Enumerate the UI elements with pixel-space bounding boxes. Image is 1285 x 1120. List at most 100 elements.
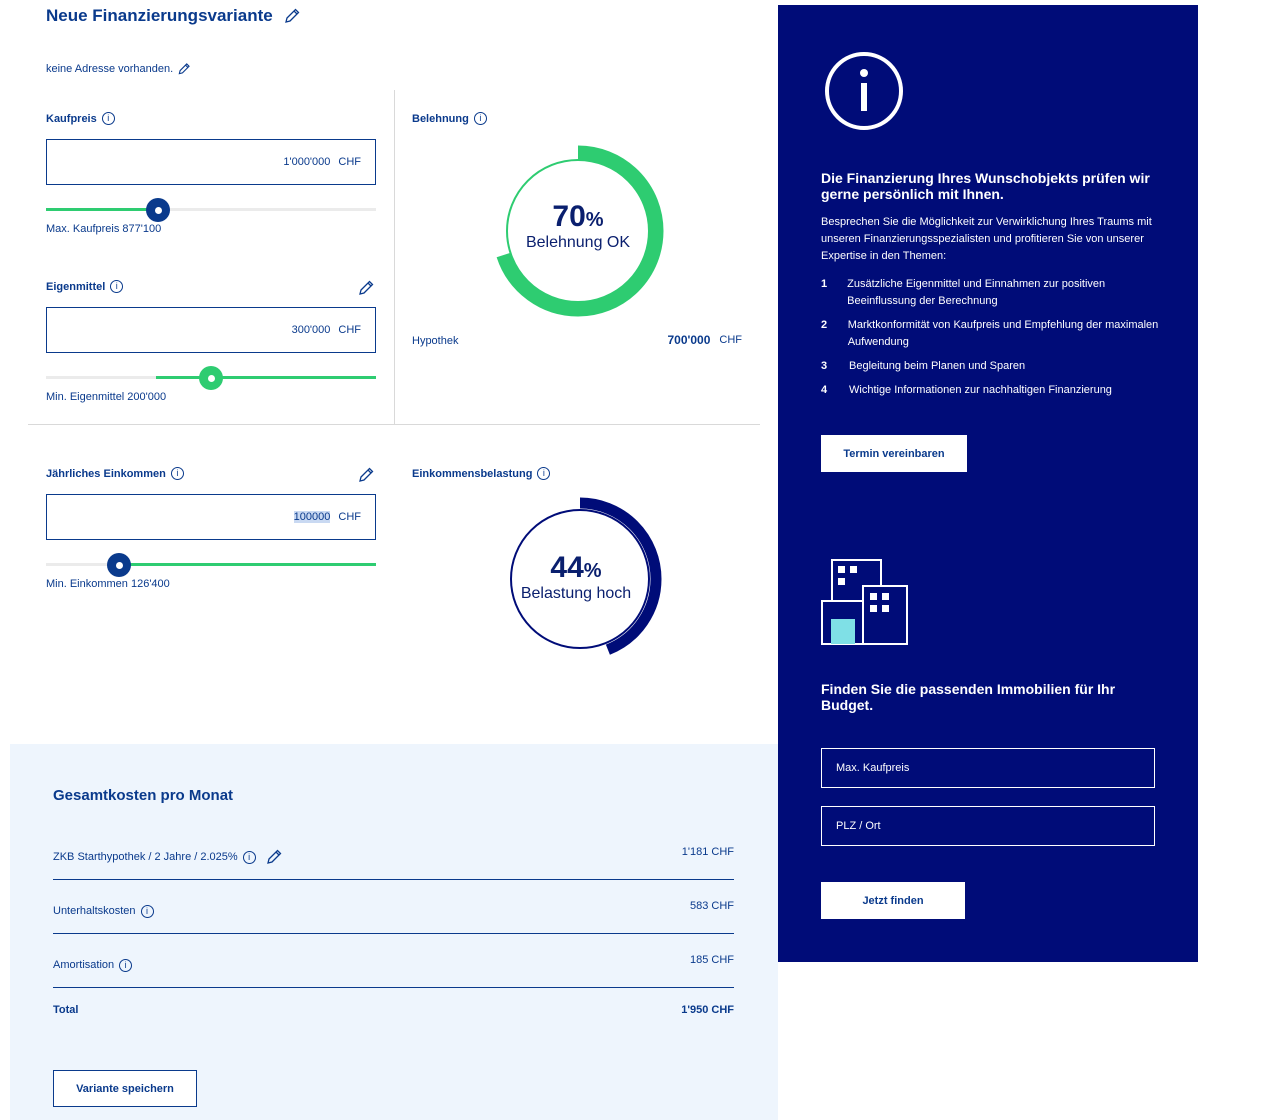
hypothek-info-icon[interactable]: i: [242, 850, 256, 864]
cost-row-hypothek-label: ZKB Starthypothek / 2 Jahre / 2.025%: [53, 851, 238, 863]
panel-topic-text: Begleitung beim Planen und Sparen: [849, 360, 1026, 372]
cost-total-label: Total: [53, 1004, 79, 1016]
advice-panel: [778, 5, 1198, 962]
cost-row-hypothek-value: 1'181 CHF: [681, 846, 734, 858]
address-line: keine Adresse vorhanden.: [46, 62, 191, 76]
belastung-gauge: [498, 497, 662, 661]
hypothek-amount: 700'000 CHF: [600, 333, 742, 347]
amortisation-info-icon[interactable]: i: [119, 958, 133, 972]
cost-divider: [53, 933, 734, 934]
hypothek-currency: CHF: [719, 334, 742, 346]
kaufpreis-slider[interactable]: [46, 198, 376, 222]
einkommen-slider[interactable]: [46, 553, 376, 577]
belehnung-gauge-arc: [492, 145, 664, 317]
kaufpreis-info-icon[interactable]: i: [101, 112, 115, 125]
cost-total-value: 1'950 CHF: [681, 1004, 734, 1016]
panel-topic-item: 4 Wichtige Informationen zur nachhaltigen…: [821, 382, 1161, 399]
cost-row-amortisation-value: 185 CHF: [689, 954, 734, 966]
einkommen-currency: CHF: [338, 511, 361, 523]
kaufpreis-hint: Max. Kaufpreis 877'100: [46, 223, 162, 235]
kaufpreis-value: 1'000'000: [283, 156, 331, 168]
belehnung-status: Belehnung OK: [525, 234, 631, 251]
edit-title-pencil-icon[interactable]: [283, 7, 301, 25]
kaufpreis-label-text: Kaufpreis: [46, 112, 97, 125]
save-variant-button[interactable]: Variante speichern: [53, 1070, 197, 1107]
eigenmittel-slider-fill: [156, 376, 376, 379]
horizontal-divider: [28, 424, 760, 425]
eigenmittel-slider[interactable]: [46, 366, 376, 390]
eigenmittel-info-icon[interactable]: i: [110, 280, 124, 293]
belastung-info-icon[interactable]: i: [537, 467, 551, 480]
appointment-button[interactable]: Termin vereinbaren: [821, 435, 967, 472]
kaufpreis-label: Kaufpreis i: [46, 112, 115, 125]
panel-intro: Besprechen Sie die Möglichkeit zur Verwi…: [821, 216, 1152, 262]
buildings-icon: [821, 559, 908, 645]
eigenmittel-slider-handle[interactable]: [199, 366, 223, 390]
cost-row-hypothek: ZKB Starthypothek / 2 Jahre / 2.025% i 1…: [53, 842, 734, 864]
search-heading: Finden Sie die passenden Immobilien für …: [821, 681, 1116, 713]
panel-topic-list: 1 Zusätzliche Eigenmittel und Einnahmen z…: [821, 276, 1161, 406]
cost-row-hypothek-label-wrap: ZKB Starthypothek / 2 Jahre / 2.025% i: [53, 848, 283, 866]
einkommen-hint: Min. Einkommen 126'400: [46, 578, 170, 590]
panel-topic-item: 2 Marktkonformität von Kaufpreis und Empf…: [821, 317, 1161, 351]
panel-topic-item: 1 Zusätzliche Eigenmittel und Einnahmen z…: [821, 276, 1161, 310]
einkommen-edit-pencil-icon[interactable]: [357, 466, 375, 484]
cost-row-unterhalt-label-wrap: Unterhaltskosten i: [53, 904, 154, 918]
panel-topic-item: 3 Begleitung beim Planen und Sparen: [821, 358, 1161, 375]
belehnung-gauge: [492, 145, 664, 317]
belehnung-label-text: Belehnung: [412, 112, 469, 125]
cost-row-unterhalt-label: Unterhaltskosten: [53, 905, 136, 917]
belehnung-info-icon[interactable]: i: [473, 112, 487, 125]
eigenmittel-currency: CHF: [338, 324, 361, 336]
einkommen-value: 100000: [293, 511, 331, 523]
einkommen-label-text: Jährliches Einkommen: [46, 467, 166, 480]
belehnung-percent: 70%: [490, 200, 666, 234]
belastung-gauge-text: 44% Belastung hoch: [498, 551, 654, 603]
find-button[interactable]: Jetzt finden: [821, 882, 965, 919]
eigenmittel-edit-pencil-icon[interactable]: [357, 279, 375, 297]
einkommen-slider-handle[interactable]: [107, 553, 131, 577]
cost-section: [10, 744, 778, 1120]
max-price-input[interactable]: Max. Kaufpreis: [821, 748, 1155, 788]
eigenmittel-label-text: Eigenmittel: [46, 280, 106, 293]
belehnung-percent-sign: %: [585, 209, 604, 231]
panel-heading: Die Finanzierung Ihres Wunschobjekts prü…: [821, 170, 1150, 202]
belastung-label: Einkommensbelastung i: [412, 467, 551, 480]
einkommen-input[interactable]: 100000 CHF: [46, 494, 376, 540]
eigenmittel-label: Eigenmittel i: [46, 280, 124, 293]
eigenmittel-value: 300'000: [291, 324, 331, 336]
panel-topic-num: 1: [821, 278, 828, 290]
eigenmittel-input[interactable]: 300'000 CHF: [46, 307, 376, 353]
hypothek-edit-pencil-icon[interactable]: [265, 848, 283, 866]
info-circle-icon: [825, 52, 903, 130]
belastung-label-text: Einkommensbelastung: [412, 467, 533, 480]
cost-divider: [53, 879, 734, 880]
kaufpreis-input[interactable]: 1'000'000 CHF: [46, 139, 376, 185]
cost-row-amortisation-label: Amortisation: [53, 959, 115, 971]
belastung-gauge-arc: [498, 497, 662, 661]
kaufpreis-slider-handle[interactable]: [146, 198, 170, 222]
cost-row-unterhalt: Unterhaltskosten i 583 CHF: [53, 896, 734, 918]
belastung-percent-value: 44: [550, 551, 584, 584]
belehnung-percent-value: 70: [552, 200, 586, 233]
belehnung-gauge-text: 70% Belehnung OK: [490, 200, 666, 252]
einkommen-slider-fill: [119, 563, 376, 566]
panel-topic-num: 3: [821, 360, 828, 372]
page-title-text: Neue Finanzierungsvariante: [46, 6, 273, 25]
unterhalt-info-icon[interactable]: i: [140, 904, 154, 918]
belastung-gauge-ring: [510, 509, 650, 649]
hypothek-label: Hypothek: [412, 335, 459, 347]
cost-title: Gesamtkosten pro Monat: [53, 787, 234, 804]
page-title: Neue Finanzierungsvariante: [46, 6, 301, 26]
kaufpreis-slider-fill: [46, 208, 158, 211]
panel-topic-num: 2: [821, 319, 828, 331]
cost-row-total: Total 1'950 CHF: [53, 1002, 734, 1018]
panel-topic-text: Wichtige Informationen zur nachhaltigen …: [849, 384, 1112, 396]
edit-address-pencil-icon[interactable]: [177, 62, 191, 76]
panel-topic-text: Marktkonformität von Kaufpreis und Empfe…: [847, 319, 1159, 348]
cost-row-amortisation-label-wrap: Amortisation i: [53, 958, 133, 972]
belehnung-label: Belehnung i: [412, 112, 487, 125]
location-input[interactable]: PLZ / Ort: [821, 806, 1155, 846]
einkommen-info-icon[interactable]: i: [170, 467, 184, 480]
belastung-percent-sign: %: [583, 560, 602, 582]
